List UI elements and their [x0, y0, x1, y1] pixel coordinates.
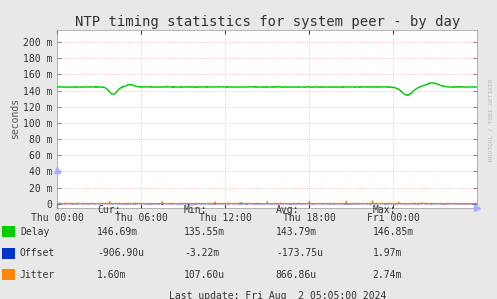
Text: 107.60u: 107.60u — [184, 270, 225, 280]
Text: Last update: Fri Aug  2 05:05:00 2024: Last update: Fri Aug 2 05:05:00 2024 — [169, 291, 386, 299]
Text: Min:: Min: — [184, 205, 207, 215]
Text: 866.86u: 866.86u — [276, 270, 317, 280]
Text: 1.97m: 1.97m — [373, 248, 402, 258]
Text: Max:: Max: — [373, 205, 396, 215]
Text: -906.90u: -906.90u — [97, 248, 144, 258]
Text: 143.79m: 143.79m — [276, 227, 317, 237]
Text: 146.85m: 146.85m — [373, 227, 414, 237]
Title: NTP timing statistics for system peer - by day: NTP timing statistics for system peer - … — [75, 15, 460, 29]
Text: -3.22m: -3.22m — [184, 248, 219, 258]
Text: Avg:: Avg: — [276, 205, 299, 215]
Text: 146.69m: 146.69m — [97, 227, 138, 237]
Text: -173.75u: -173.75u — [276, 248, 323, 258]
Y-axis label: seconds: seconds — [10, 98, 20, 139]
Text: 135.55m: 135.55m — [184, 227, 225, 237]
Text: 1.60m: 1.60m — [97, 270, 126, 280]
Text: 2.74m: 2.74m — [373, 270, 402, 280]
Text: Delay: Delay — [20, 227, 49, 237]
Text: RRDTOOL / TOBI OETIKER: RRDTOOL / TOBI OETIKER — [489, 78, 494, 161]
Text: Jitter: Jitter — [20, 270, 55, 280]
Text: Cur:: Cur: — [97, 205, 120, 215]
Text: Offset: Offset — [20, 248, 55, 258]
